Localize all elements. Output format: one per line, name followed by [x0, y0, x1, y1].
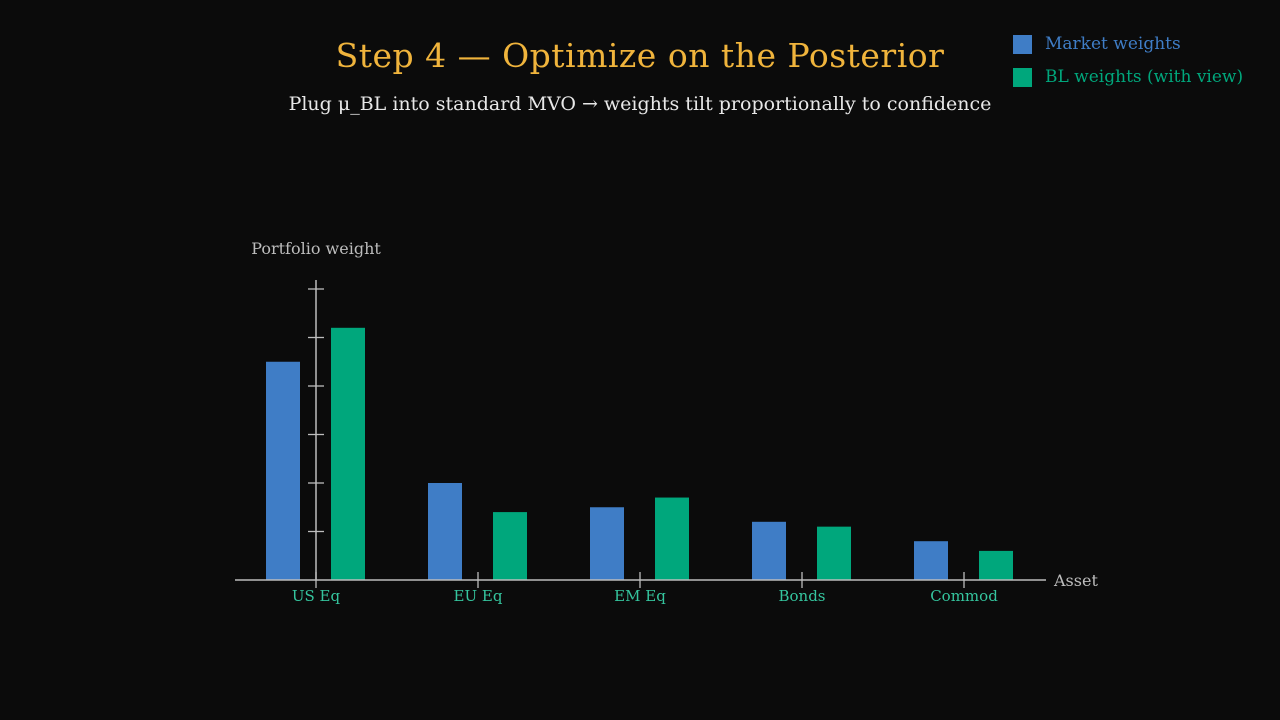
- slide-title: Step 4 — Optimize on the Posterior: [335, 36, 945, 75]
- legend-swatch-bl: [1013, 67, 1032, 87]
- bar-bl-commod: [979, 550, 1013, 580]
- chart-axes: [235, 280, 1046, 588]
- y-axis-label: Portfolio weight: [251, 239, 381, 258]
- chart-bars: [266, 327, 1013, 580]
- x-tick-label-bonds: Bonds: [778, 587, 825, 605]
- bar-bl-us-eq: [331, 327, 365, 580]
- x-axis-label: Asset: [1053, 571, 1098, 590]
- bar-market-us-eq: [266, 361, 300, 580]
- chart-legend: Market weights BL weights (with view): [1013, 34, 1243, 100]
- legend-label-bl: BL weights (with view): [1045, 67, 1244, 87]
- x-tick-label-us-eq: US Eq: [292, 587, 341, 605]
- chart-labels: US Eq EU Eq EM Eq Bonds Commod Portfolio weig…: [251, 239, 1098, 605]
- legend-label-market: Market weights: [1045, 34, 1181, 54]
- bar-bl-eu-eq: [493, 512, 527, 580]
- bar-market-bonds: [752, 521, 786, 580]
- bar-market-em-eq: [590, 507, 624, 580]
- legend-item-bl: BL weights (with view): [1013, 67, 1243, 87]
- x-tick-label-commod: Commod: [930, 587, 998, 605]
- bar-market-commod: [914, 541, 948, 580]
- bar-bl-bonds: [817, 526, 851, 580]
- legend-item-market: Market weights: [1013, 34, 1243, 54]
- legend-swatch-market: [1013, 34, 1032, 54]
- slide-subtitle: Plug μ_BL into standard MVO → weights ti…: [288, 93, 992, 115]
- x-tick-label-em-eq: EM Eq: [614, 587, 666, 605]
- bar-market-eu-eq: [428, 483, 462, 580]
- x-tick-label-eu-eq: EU Eq: [454, 587, 503, 605]
- bar-bl-em-eq: [655, 497, 689, 580]
